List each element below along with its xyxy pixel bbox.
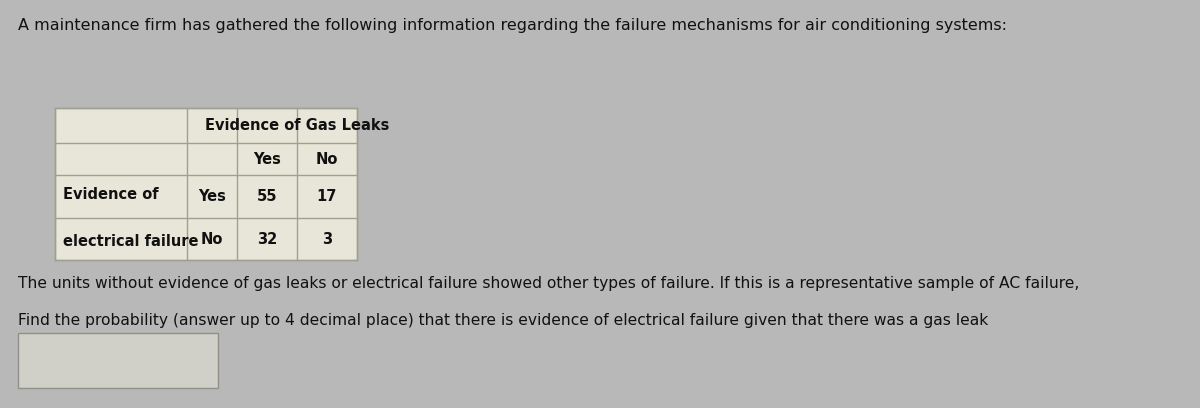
Text: The units without evidence of gas leaks or electrical failure showed other types: The units without evidence of gas leaks … xyxy=(18,276,1079,291)
Text: 17: 17 xyxy=(317,189,337,204)
Text: 55: 55 xyxy=(257,189,277,204)
Text: No: No xyxy=(316,151,338,166)
Text: Evidence of: Evidence of xyxy=(64,187,158,202)
Text: Yes: Yes xyxy=(198,189,226,204)
Text: A maintenance firm has gathered the following information regarding the failure : A maintenance firm has gathered the foll… xyxy=(18,18,1007,33)
Text: 3: 3 xyxy=(322,231,332,246)
Text: electrical failure: electrical failure xyxy=(64,233,198,248)
Bar xyxy=(55,108,358,260)
Text: Evidence of Gas Leaks: Evidence of Gas Leaks xyxy=(205,118,389,133)
Text: Find the probability (answer up to 4 decimal place) that there is evidence of el: Find the probability (answer up to 4 dec… xyxy=(18,313,989,328)
Text: No: No xyxy=(200,231,223,246)
Text: Yes: Yes xyxy=(253,151,281,166)
Text: 32: 32 xyxy=(257,231,277,246)
Bar xyxy=(18,333,218,388)
